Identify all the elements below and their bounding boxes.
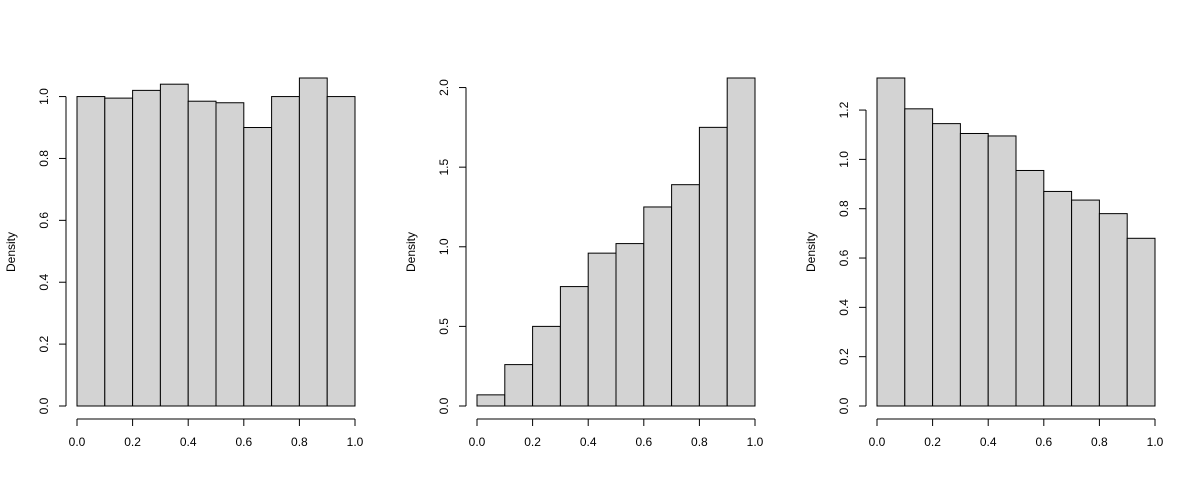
x-tick-label: 0.0: [869, 435, 886, 449]
histogram-bar: [587, 252, 617, 407]
x-tick-label: 0.8: [1091, 435, 1108, 449]
histogram-bar: [532, 325, 561, 407]
histogram-bar: [1015, 169, 1045, 407]
y-tick-label: 0.8: [37, 150, 51, 167]
x-tick-label: 0.6: [235, 435, 252, 449]
y-tick-label: 0.4: [37, 274, 51, 291]
histogram-bar: [959, 132, 989, 407]
y-tick-label: 1.0: [837, 151, 851, 168]
histogram-bar: [932, 123, 961, 407]
histogram-bar: [298, 77, 328, 407]
histogram-bar: [671, 184, 700, 407]
histogram-bar: [76, 96, 106, 407]
x-tick-label: 1.0: [1147, 435, 1164, 449]
histogram-bar: [215, 102, 245, 407]
histogram-bar: [1098, 213, 1128, 407]
y-tick-label: 2.0: [437, 79, 451, 96]
y-tick-label: 0.5: [437, 318, 451, 335]
histogram-bar: [615, 243, 645, 407]
x-tick-label: 0.2: [124, 435, 141, 449]
y-axis-title: Density: [404, 232, 418, 272]
histogram-bar: [187, 100, 217, 407]
y-tick-label: 1.5: [437, 159, 451, 176]
x-tick-label: 0.6: [1035, 435, 1052, 449]
x-tick-label: 0.8: [691, 435, 708, 449]
histogram-bar: [243, 127, 273, 407]
histogram-bar: [1126, 237, 1156, 407]
x-tick-label: 0.8: [291, 435, 308, 449]
histogram-bar: [326, 96, 356, 407]
histogram-bar: [726, 77, 756, 407]
histogram-bar: [643, 206, 673, 407]
histogram-bar: [1071, 199, 1100, 407]
y-tick-label: 0.2: [37, 335, 51, 352]
histogram-panel-3: 0.0 0.2 0.4 0.6 0.8 1.0 0.0 0.2 0.4 0.6 0.8 1.0 1.2 D…: [804, 77, 1164, 449]
x-tick-label: 0.0: [469, 435, 486, 449]
y-tick-label: 1.0: [37, 88, 51, 105]
x-tick-label: 0.4: [980, 435, 997, 449]
y-tick-label: 0.6: [37, 212, 51, 229]
y-tick-label: 0.2: [837, 348, 851, 365]
x-tick-label: 0.2: [924, 435, 941, 449]
histogram-bar: [271, 96, 300, 407]
x-tick-label: 1.0: [747, 435, 764, 449]
histogram-bar: [1043, 190, 1073, 407]
y-tick-label: 0.4: [837, 299, 851, 316]
x-tick-label: 0.4: [180, 435, 197, 449]
histogram-bar: [876, 77, 906, 407]
histogram-bar: [904, 108, 934, 407]
histogram-panel-1: 0.0 0.2 0.4 0.6 0.8 1.0 0.0 0.2 0.4 0.6 0.8 1.0 Dens…: [4, 77, 364, 449]
x-tick-label: 0.6: [635, 435, 652, 449]
histogram-bar: [698, 126, 728, 407]
x-tick-label: 0.0: [69, 435, 86, 449]
x-tick-label: 0.2: [524, 435, 541, 449]
histogram-bar: [504, 364, 534, 407]
histogram-bar: [104, 97, 134, 407]
y-tick-label: 0.6: [837, 249, 851, 266]
histogram-panel-2: 0.0 0.2 0.4 0.6 0.8 1.0 0.0 0.5 1.0 1.5 2.0 Density: [404, 77, 764, 449]
y-tick-label: 0.0: [837, 397, 851, 414]
histogram-bar: [132, 89, 161, 407]
histogram-bar: [159, 83, 189, 407]
y-tick-label: 1.0: [437, 238, 451, 255]
y-tick-label: 1.2: [837, 101, 851, 118]
histogram-bar: [987, 135, 1017, 407]
y-axis-title: Density: [804, 232, 818, 272]
y-axis-title: Density: [4, 232, 18, 272]
histogram-bar: [559, 286, 589, 407]
y-tick-label: 0.0: [437, 397, 451, 414]
y-tick-label: 0.8: [837, 200, 851, 217]
x-tick-label: 1.0: [347, 435, 364, 449]
x-tick-label: 0.4: [580, 435, 597, 449]
histogram-bar: [476, 394, 506, 407]
y-tick-label: 0.0: [37, 397, 51, 414]
